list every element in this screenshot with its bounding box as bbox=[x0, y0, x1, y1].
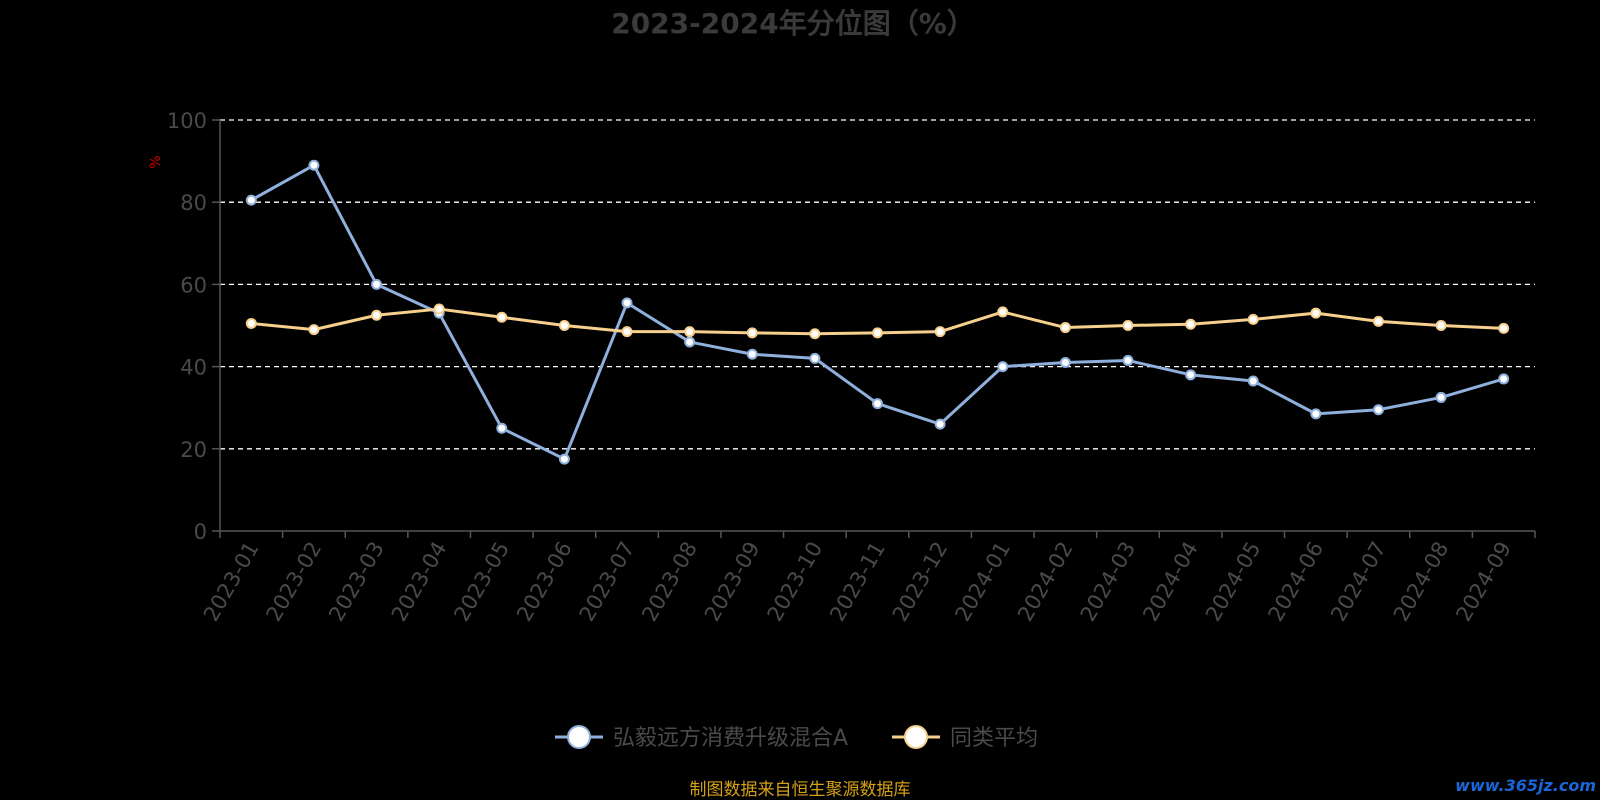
data-point[interactable] bbox=[496, 311, 508, 323]
data-point[interactable] bbox=[1310, 307, 1322, 319]
x-tick-label: 2023-07 bbox=[575, 538, 640, 626]
data-point[interactable] bbox=[684, 326, 696, 338]
data-point[interactable] bbox=[1372, 315, 1384, 327]
x-tick-label: 2024-06 bbox=[1264, 538, 1329, 626]
legend-label: 同类平均 bbox=[950, 726, 1038, 751]
data-point[interactable] bbox=[934, 418, 946, 430]
grid-lines bbox=[220, 119, 1535, 450]
x-tick-label: 2023-05 bbox=[449, 538, 514, 626]
x-tick-label: 2023-11 bbox=[825, 538, 890, 626]
x-tick-label: 2023-01 bbox=[199, 538, 264, 626]
y-axis-unit-label: % bbox=[148, 155, 164, 168]
data-point[interactable] bbox=[1247, 375, 1259, 387]
x-tick-label: 2024-08 bbox=[1389, 538, 1454, 626]
data-point[interactable] bbox=[746, 327, 758, 339]
legend[interactable]: 弘毅远方消费升级混合A 同类平均 bbox=[555, 725, 1038, 751]
data-point[interactable] bbox=[558, 320, 570, 331]
x-tick-label: 2024-01 bbox=[950, 538, 1015, 626]
x-tick-label: 2023-08 bbox=[637, 538, 702, 626]
x-tick-label: 2023-02 bbox=[262, 538, 327, 626]
data-point[interactable] bbox=[558, 453, 570, 465]
y-tick-label: 0 bbox=[194, 520, 207, 544]
y-tick-label: 80 bbox=[180, 191, 207, 215]
data-point[interactable] bbox=[1498, 322, 1510, 334]
x-tick-label: 2024-03 bbox=[1076, 538, 1141, 626]
data-point[interactable] bbox=[1122, 320, 1134, 331]
data-point[interactable] bbox=[1185, 318, 1197, 330]
y-tick-label: 20 bbox=[180, 438, 207, 462]
y-tick-label: 100 bbox=[167, 109, 207, 133]
data-point[interactable] bbox=[621, 297, 633, 309]
data-point[interactable] bbox=[872, 398, 883, 410]
x-tick-label: 2024-05 bbox=[1201, 538, 1266, 626]
data-point[interactable] bbox=[809, 328, 821, 340]
legend-label: 弘毅远方消费升级混合A bbox=[613, 726, 848, 751]
x-tick-label: 2023-12 bbox=[888, 538, 953, 626]
data-point[interactable] bbox=[371, 278, 383, 290]
data-point[interactable] bbox=[1310, 408, 1322, 420]
x-tick-label: 2023-09 bbox=[700, 538, 765, 626]
data-point[interactable] bbox=[245, 194, 257, 206]
data-point[interactable] bbox=[1435, 320, 1447, 331]
data-point[interactable] bbox=[1059, 356, 1071, 368]
data-source-note: 制图数据来自恒生聚源数据库 bbox=[690, 780, 911, 800]
data-point[interactable] bbox=[621, 326, 633, 338]
data-point[interactable] bbox=[433, 303, 445, 315]
x-tick-label: 2024-02 bbox=[1013, 538, 1078, 626]
legend-item-2[interactable]: 同类平均 bbox=[892, 725, 1038, 751]
data-point[interactable] bbox=[308, 324, 320, 336]
series-lines bbox=[245, 159, 1510, 465]
series-2 bbox=[245, 303, 1510, 340]
data-point[interactable] bbox=[684, 336, 696, 348]
chart-title: 2023-2024年分位图（%） bbox=[611, 7, 975, 40]
data-point[interactable] bbox=[1059, 322, 1071, 334]
x-tick-label: 2024-04 bbox=[1138, 538, 1203, 626]
data-point[interactable] bbox=[746, 348, 758, 360]
data-point[interactable] bbox=[1498, 373, 1510, 385]
data-point[interactable] bbox=[371, 309, 383, 321]
x-tick-label: 2023-10 bbox=[763, 538, 828, 626]
data-point[interactable] bbox=[1372, 404, 1384, 416]
x-tick-label: 2023-03 bbox=[324, 538, 389, 626]
data-point[interactable] bbox=[1435, 391, 1447, 403]
data-point[interactable] bbox=[997, 306, 1009, 318]
watermark: www.365jz.com bbox=[1455, 776, 1596, 795]
y-tick-label: 40 bbox=[180, 356, 207, 380]
data-point[interactable] bbox=[997, 361, 1009, 373]
legend-item-1[interactable]: 弘毅远方消费升级混合A bbox=[555, 725, 848, 751]
legend-marker bbox=[904, 725, 928, 749]
data-point[interactable] bbox=[1247, 313, 1259, 325]
data-point[interactable] bbox=[872, 327, 883, 339]
data-point[interactable] bbox=[245, 317, 257, 329]
data-point[interactable] bbox=[934, 326, 946, 338]
data-point[interactable] bbox=[308, 159, 320, 171]
data-point[interactable] bbox=[809, 352, 821, 364]
x-tick-label: 2024-09 bbox=[1451, 538, 1516, 626]
x-tick-label: 2023-04 bbox=[387, 538, 452, 626]
data-point[interactable] bbox=[1122, 354, 1134, 366]
data-point[interactable] bbox=[1185, 369, 1197, 381]
y-tick-label: 60 bbox=[180, 273, 207, 297]
data-point[interactable] bbox=[496, 422, 508, 434]
legend-marker bbox=[567, 725, 591, 749]
x-tick-label: 2024-07 bbox=[1326, 538, 1391, 626]
x-tick-label: 2023-06 bbox=[512, 538, 577, 626]
